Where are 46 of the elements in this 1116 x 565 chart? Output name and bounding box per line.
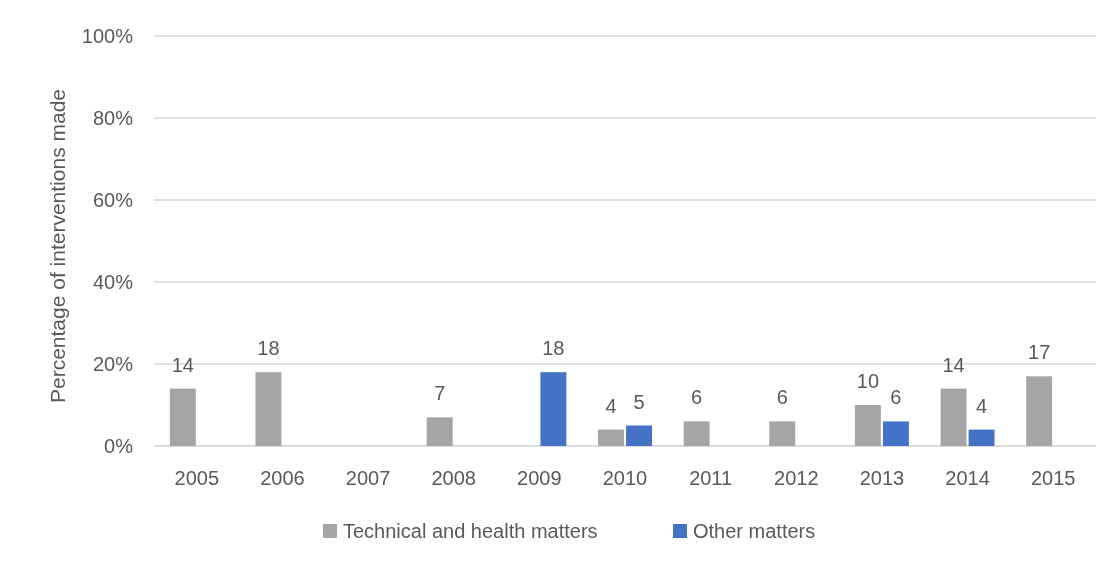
bar bbox=[940, 388, 967, 446]
x-tick-label: 2013 bbox=[859, 467, 905, 489]
data-label: 18 bbox=[257, 337, 280, 360]
x-tick-label: 2012 bbox=[774, 467, 819, 489]
data-label: 4 bbox=[976, 394, 988, 417]
y-tick-label: 60% bbox=[92, 189, 134, 211]
y-tick-label: 40% bbox=[92, 271, 134, 293]
bar bbox=[854, 405, 881, 446]
legend-label: Other matters bbox=[693, 520, 816, 542]
x-tick-label: 2010 bbox=[602, 467, 648, 489]
bar bbox=[540, 372, 567, 446]
data-label: 6 bbox=[890, 386, 902, 409]
data-label: 6 bbox=[776, 386, 788, 409]
bar bbox=[968, 429, 995, 446]
y-tick-label: 20% bbox=[92, 353, 134, 375]
data-label: 18 bbox=[542, 337, 565, 360]
data-label: 4 bbox=[605, 394, 617, 417]
data-label: 10 bbox=[856, 370, 880, 392]
x-tick-label: 2014 bbox=[945, 467, 990, 489]
data-label: 14 bbox=[942, 353, 965, 376]
data-label: 7 bbox=[434, 382, 446, 405]
bar bbox=[1026, 376, 1053, 446]
y-tick-label: 100% bbox=[81, 25, 134, 47]
x-tick-label: 2009 bbox=[517, 467, 562, 489]
x-tick-label: 2008 bbox=[431, 467, 476, 489]
bar bbox=[598, 429, 624, 446]
y-tick-label: 80% bbox=[92, 107, 134, 129]
bar bbox=[882, 421, 909, 446]
x-tick-label: 2015 bbox=[1030, 467, 1076, 489]
x-tick-label: 2011 bbox=[689, 467, 733, 489]
data-label: 5 bbox=[633, 390, 645, 413]
bar bbox=[769, 421, 796, 446]
bar bbox=[255, 372, 282, 446]
bar bbox=[426, 417, 453, 446]
data-label: 6 bbox=[691, 386, 703, 409]
x-tick-label: 2007 bbox=[345, 467, 391, 489]
y-axis-title: Percentage of interventions made bbox=[45, 88, 69, 404]
x-tick-label: 2006 bbox=[260, 467, 305, 489]
data-label: 14 bbox=[171, 353, 194, 376]
x-tick-label: 2005 bbox=[174, 467, 220, 489]
bar bbox=[626, 425, 652, 446]
bar bbox=[683, 421, 710, 446]
bar bbox=[169, 388, 196, 446]
data-label: 17 bbox=[1028, 341, 1051, 364]
y-tick-label: 0% bbox=[104, 435, 134, 457]
legend-label: Technical and health matters bbox=[343, 520, 598, 542]
